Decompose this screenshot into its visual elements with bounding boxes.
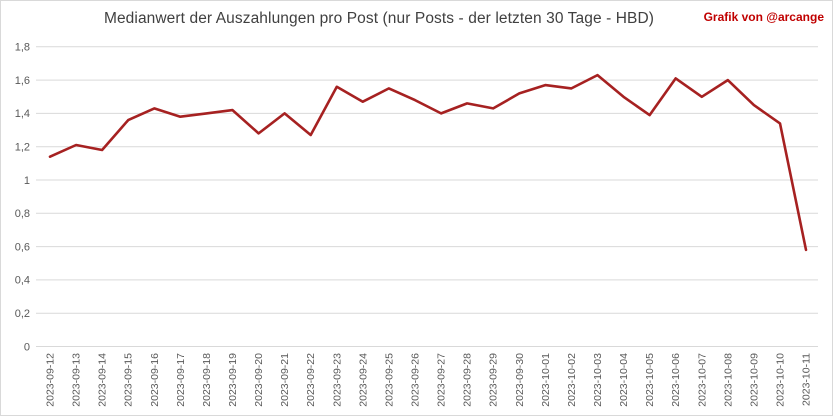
x-tick-label: 2023-09-18 xyxy=(201,353,213,407)
y-tick-label: 1,4 xyxy=(15,108,30,120)
x-tick-label: 2023-09-24 xyxy=(357,353,369,407)
x-tick-label: 2023-10-05 xyxy=(644,353,656,407)
attribution-credit: Grafik von @arcange xyxy=(703,10,824,24)
y-tick-label: 1,6 xyxy=(15,75,30,87)
x-tick-label: 2023-09-29 xyxy=(488,353,500,407)
y-tick-label: 0,6 xyxy=(15,241,30,253)
x-tick-label: 2023-09-22 xyxy=(305,353,317,407)
x-tick-label: 2023-09-20 xyxy=(253,353,265,407)
x-tick-label: 2023-09-15 xyxy=(123,353,135,407)
x-tick-label: 2023-10-03 xyxy=(592,353,604,407)
x-tick-label: 2023-10-06 xyxy=(670,353,682,407)
median-payout-line xyxy=(48,73,808,252)
x-tick-label: 2023-10-09 xyxy=(748,353,760,407)
chart-title: Medianwert der Auszahlungen pro Post (nu… xyxy=(103,10,655,27)
x-tick-label: 2023-09-26 xyxy=(409,353,421,407)
x-tick-label: 2023-09-12 xyxy=(45,353,57,407)
x-tick-label: 2023-09-28 xyxy=(462,353,474,407)
x-tick-label: 2023-10-04 xyxy=(618,353,630,407)
x-tick-label: 2023-09-16 xyxy=(149,353,161,407)
x-tick-label: 2023-09-14 xyxy=(97,353,109,407)
x-tick-label: 2023-09-25 xyxy=(383,353,395,407)
y-tick-label: 1,8 xyxy=(15,42,30,54)
x-tick-label: 2023-09-30 xyxy=(514,353,526,407)
y-tick-label: 0,2 xyxy=(15,308,30,320)
x-tick-label: 2023-10-11 xyxy=(801,353,813,406)
y-tick-label: 0,8 xyxy=(15,208,30,220)
x-tick-label: 2023-10-01 xyxy=(540,353,552,407)
x-tick-label: 2023-10-07 xyxy=(696,353,708,407)
x-tick-label: 2023-10-02 xyxy=(566,353,578,407)
y-tick-label: 0 xyxy=(24,341,30,353)
y-tick-label: 1,2 xyxy=(15,142,30,154)
x-tick-label: 2023-09-23 xyxy=(331,353,343,407)
y-tick-label: 1 xyxy=(24,175,30,187)
x-tick-label: 2023-09-17 xyxy=(175,353,187,407)
x-tick-label: 2023-09-21 xyxy=(279,353,291,407)
y-tick-label: 0,4 xyxy=(15,275,30,287)
x-tick-label: 2023-09-13 xyxy=(71,353,83,407)
x-tick-label: 2023-09-27 xyxy=(436,353,448,407)
x-tick-label: 2023-09-19 xyxy=(227,353,239,407)
x-tick-label: 2023-10-08 xyxy=(722,353,734,407)
x-tick-label: 2023-10-10 xyxy=(774,353,786,407)
